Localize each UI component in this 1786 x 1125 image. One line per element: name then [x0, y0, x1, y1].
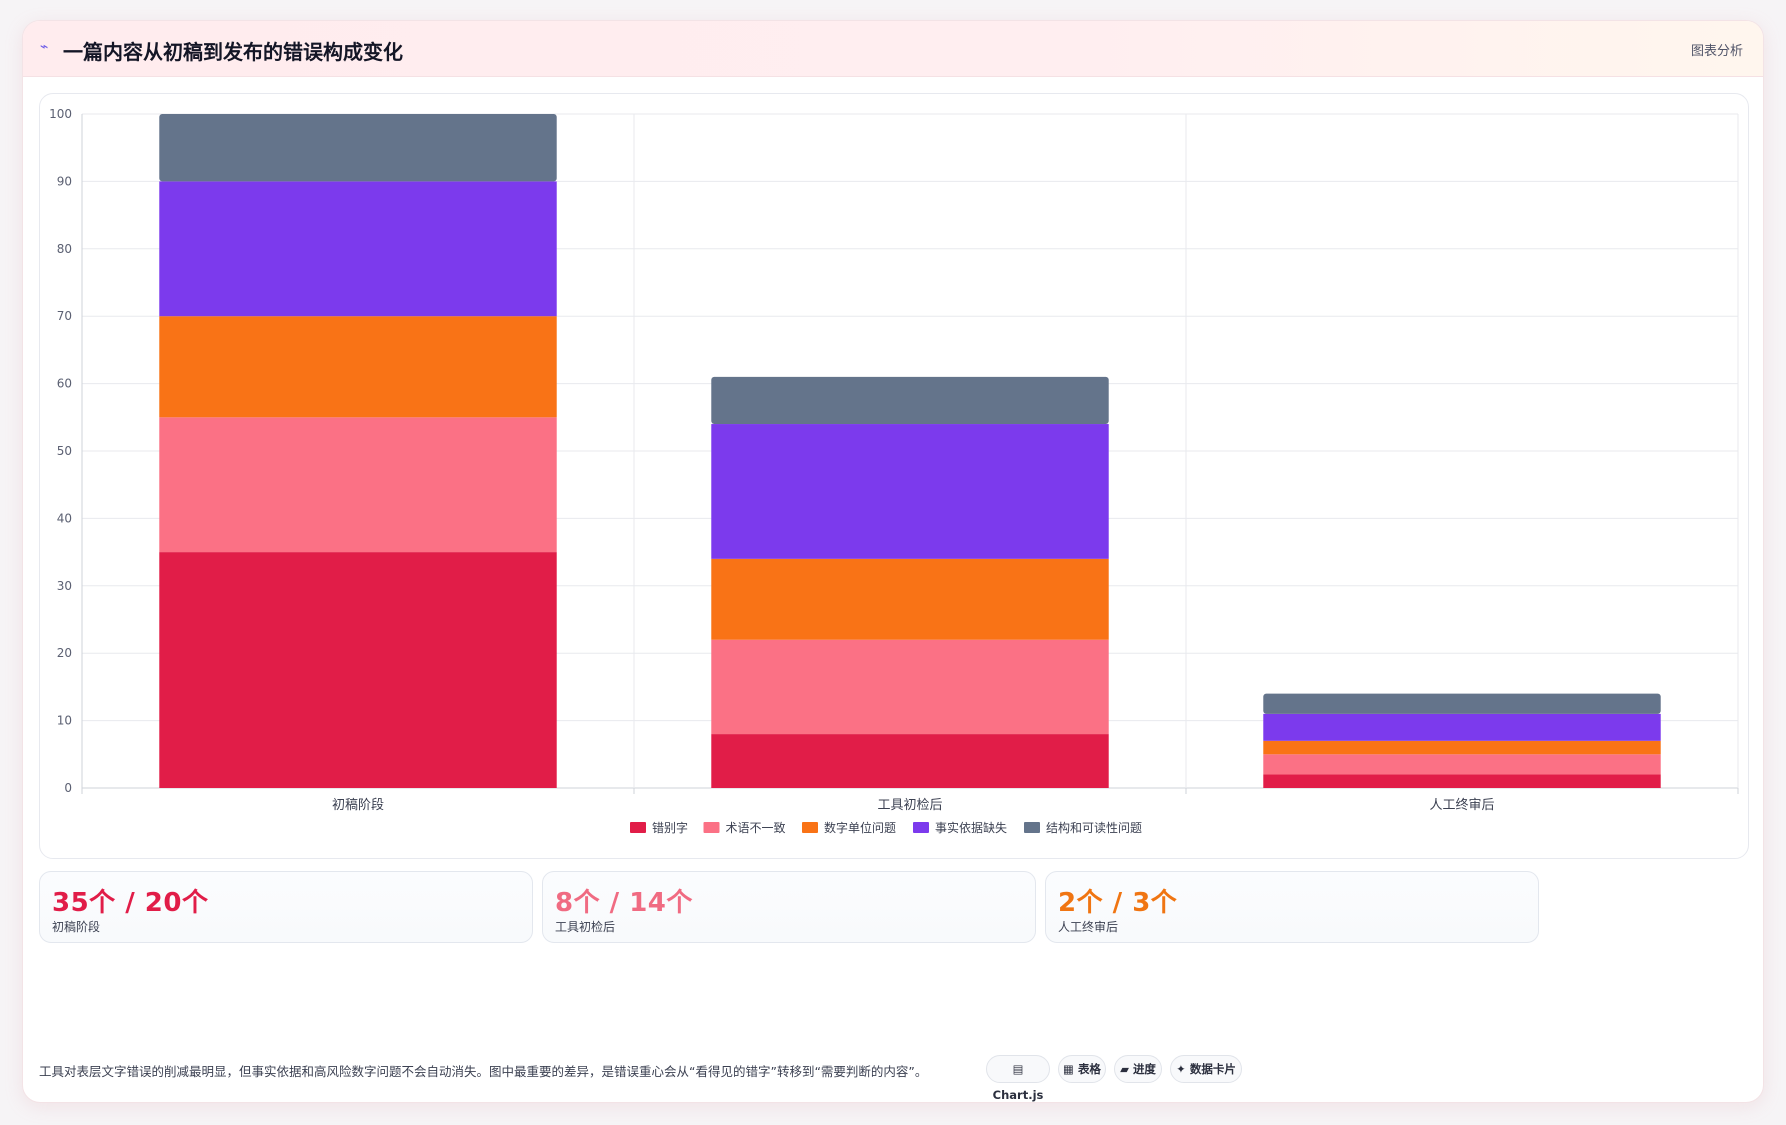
bar-segment — [1263, 713, 1661, 741]
bar-segment — [711, 424, 1109, 559]
legend-label: 结构和可读性问题 — [1046, 820, 1142, 835]
stat-card-tool: 8个 / 14个 工具初检后 — [542, 871, 1036, 943]
legend-swatch — [703, 822, 720, 833]
y-tick-label: 50 — [57, 444, 72, 458]
bar-segment — [1263, 693, 1661, 714]
bar-segment — [159, 552, 557, 788]
y-tick-label: 70 — [57, 309, 72, 323]
bar-segment — [711, 558, 1109, 640]
legend-swatch — [802, 822, 818, 833]
tag-progress[interactable]: ▰ 进度 — [1114, 1055, 1162, 1083]
bar-segment — [1263, 774, 1661, 788]
chart-icon: ▤ — [1012, 1062, 1024, 1076]
footer-note: 工具对表层文字错误的削减最明显，但事实依据和高风险数字问题不会自动消失。图中最重… — [39, 1064, 928, 1079]
bar-segment — [159, 181, 557, 317]
y-tick-label: 20 — [57, 646, 72, 660]
stat-card-draft: 35个 / 20个 初稿阶段 — [39, 871, 533, 943]
y-tick-label: 90 — [57, 174, 72, 188]
legend-swatch — [630, 822, 646, 833]
y-tick-label: 30 — [57, 579, 72, 593]
stat-value: 35个 / 20个 — [52, 888, 209, 918]
bar-segment — [711, 639, 1109, 735]
tag-chartjs[interactable]: ▤ Chart.js — [986, 1055, 1050, 1102]
y-tick-label: 0 — [64, 781, 72, 795]
y-tick-label: 10 — [57, 714, 72, 728]
y-tick-label: 80 — [57, 242, 72, 256]
table-icon: ▦ — [1063, 1062, 1074, 1076]
bar-segment — [1263, 754, 1661, 775]
card-icon: ✦ — [1176, 1062, 1186, 1076]
legend-label: 错别字 — [652, 820, 688, 835]
legend-label: 数字单位问题 — [824, 820, 896, 835]
stat-value: 8个 / 14个 — [555, 888, 693, 918]
tag-data-card[interactable]: ✦ 数据卡片 — [1170, 1055, 1242, 1083]
tag-label: Chart.js — [992, 1088, 1044, 1102]
stat-label: 人工终审后 — [1058, 920, 1119, 934]
sparkle-icon: ⌁ — [40, 39, 49, 55]
bar-segment — [711, 734, 1109, 788]
chart-card: ⌁ 一篇内容从初稿到发布的错误构成变化 图表分析 0 10 20 30 40 50 60 70… — [22, 20, 1764, 1103]
bar-segment — [159, 114, 557, 182]
bar-segment — [1263, 740, 1661, 755]
chart-area: 0 10 20 30 40 50 60 70 80 90 100 初稿阶段 工具初检后 人工终审后错别字 术… — [39, 93, 1749, 859]
bar-segment — [159, 417, 557, 553]
tag-table[interactable]: ▦ 表格 — [1058, 1055, 1106, 1083]
stat-label: 初稿阶段 — [52, 920, 101, 934]
tag-label: 表格 — [1077, 1062, 1101, 1076]
legend-swatch — [913, 822, 929, 833]
x-tick-label: 工具初检后 — [877, 798, 942, 813]
legend-label: 术语不一致 — [726, 821, 786, 835]
y-tick-label: 100 — [49, 107, 72, 121]
y-tick-label: 40 — [57, 511, 72, 525]
tag-label: 进度 — [1132, 1062, 1156, 1076]
x-tick-label: 人工终审后 — [1429, 797, 1494, 813]
stat-card-final: 2个 / 3个 人工终审后 — [1045, 871, 1539, 943]
legend-label: 事实依据缺失 — [935, 820, 1007, 835]
progress-icon: ▰ — [1120, 1062, 1129, 1076]
tag-label: 数据卡片 — [1189, 1062, 1236, 1076]
stat-label: 工具初检后 — [555, 920, 616, 934]
stat-value: 2个 / 3个 — [1058, 888, 1178, 918]
bar-segment — [159, 316, 557, 418]
legend-swatch — [1024, 822, 1040, 833]
bar-segment — [711, 376, 1109, 425]
x-tick-label: 初稿阶段 — [332, 797, 384, 813]
y-tick-label: 60 — [57, 377, 72, 391]
chart-analysis-badge[interactable]: 图表分析 — [1690, 44, 1743, 59]
chart-title: 一篇内容从初稿到发布的错误构成变化 — [63, 40, 403, 64]
card-header: ⌁ 一篇内容从初稿到发布的错误构成变化 图表分析 — [23, 21, 1763, 77]
